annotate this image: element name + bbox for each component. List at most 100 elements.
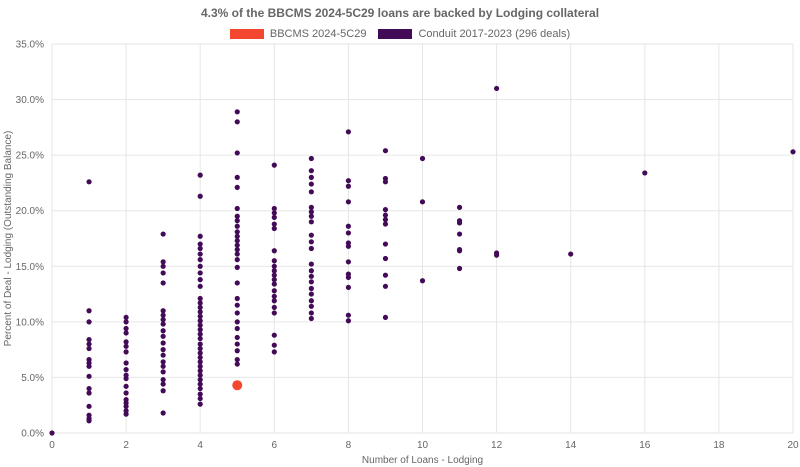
data-point-conduit[interactable]	[456, 220, 463, 226]
data-point-conduit[interactable]	[197, 391, 203, 397]
data-point-conduit[interactable]	[271, 349, 277, 355]
data-point-conduit[interactable]	[197, 300, 203, 306]
data-point-conduit[interactable]	[308, 310, 314, 316]
data-point-conduit[interactable]	[234, 334, 240, 341]
data-point-conduit[interactable]	[234, 174, 240, 180]
data-point-conduit[interactable]	[160, 263, 166, 269]
data-point-conduit[interactable]	[160, 340, 166, 346]
data-point-conduit[interactable]	[160, 259, 166, 265]
data-point-conduit[interactable]	[234, 119, 240, 125]
data-point-conduit[interactable]	[382, 283, 389, 289]
data-point-conduit[interactable]	[345, 312, 351, 318]
data-point-conduit[interactable]	[271, 268, 277, 274]
data-point-conduit[interactable]	[197, 327, 203, 333]
data-point-conduit[interactable]	[234, 184, 240, 190]
data-point-conduit[interactable]	[160, 280, 166, 286]
data-point-conduit[interactable]	[308, 232, 314, 238]
data-point-conduit[interactable]	[123, 314, 129, 321]
data-point-conduit[interactable]	[234, 361, 240, 367]
data-point-conduit[interactable]	[271, 214, 277, 220]
data-point-conduit[interactable]	[308, 181, 314, 187]
data-point-conduit[interactable]	[123, 390, 129, 396]
data-point-conduit[interactable]	[234, 295, 240, 302]
data-point-conduit[interactable]	[271, 304, 277, 311]
data-point-conduit[interactable]	[160, 312, 166, 318]
data-point-conduit[interactable]	[86, 385, 92, 392]
data-point-conduit[interactable]	[308, 189, 314, 195]
data-point-conduit[interactable]	[160, 388, 166, 394]
data-point-conduit[interactable]	[345, 230, 351, 236]
data-point-conduit[interactable]	[234, 109, 240, 115]
data-point-conduit[interactable]	[197, 385, 203, 392]
data-point-conduit[interactable]	[456, 265, 463, 272]
data-point-conduit[interactable]	[419, 199, 426, 205]
data-point-conduit[interactable]	[197, 354, 203, 361]
data-point-conduit[interactable]	[123, 411, 129, 417]
data-point-conduit[interactable]	[86, 337, 92, 343]
data-point-conduit[interactable]	[234, 319, 240, 325]
data-point-conduit[interactable]	[234, 242, 240, 248]
data-point-conduit[interactable]	[86, 363, 92, 369]
data-point-conduit[interactable]	[308, 168, 314, 174]
data-point-conduit[interactable]	[271, 277, 277, 283]
data-point-conduit[interactable]	[382, 241, 389, 247]
data-point-conduit[interactable]	[160, 308, 166, 314]
data-point-conduit[interactable]	[160, 328, 166, 334]
data-point-conduit[interactable]	[345, 274, 351, 280]
data-point-conduit[interactable]	[197, 341, 203, 347]
data-point-conduit[interactable]	[345, 183, 351, 189]
data-point-conduit[interactable]	[345, 259, 351, 265]
data-point-conduit[interactable]	[234, 218, 240, 224]
data-point-conduit[interactable]	[234, 264, 240, 270]
data-point-conduit[interactable]	[308, 273, 314, 279]
data-point-conduit[interactable]	[197, 283, 203, 289]
data-point-conduit[interactable]	[642, 170, 648, 176]
data-point-conduit[interactable]	[197, 368, 203, 374]
data-point-conduit[interactable]	[49, 430, 55, 436]
data-point-conduit[interactable]	[271, 332, 277, 338]
data-point-conduit[interactable]	[271, 248, 277, 254]
data-point-conduit[interactable]	[271, 288, 277, 294]
data-point-conduit[interactable]	[271, 205, 277, 212]
data-point-conduit[interactable]	[382, 212, 389, 218]
data-point-conduit[interactable]	[197, 381, 203, 387]
data-point-conduit[interactable]	[271, 298, 277, 304]
data-point-conduit[interactable]	[308, 285, 314, 292]
data-point-conduit[interactable]	[271, 225, 277, 232]
data-point-conduit[interactable]	[271, 162, 277, 168]
data-point-conduit[interactable]	[123, 403, 129, 409]
data-point-conduit[interactable]	[160, 317, 166, 323]
data-point-conduit[interactable]	[234, 233, 240, 239]
data-point-conduit[interactable]	[345, 223, 351, 229]
data-point-conduit[interactable]	[568, 251, 574, 257]
data-point-conduit[interactable]	[197, 318, 203, 324]
data-point-conduit[interactable]	[160, 410, 166, 416]
data-point-conduit[interactable]	[197, 172, 203, 178]
data-point-conduit[interactable]	[271, 210, 277, 216]
data-point-conduit[interactable]	[197, 363, 203, 369]
data-point-conduit[interactable]	[382, 272, 389, 278]
data-point-conduit[interactable]	[345, 178, 351, 184]
data-point-conduit[interactable]	[160, 270, 166, 276]
data-point-conduit[interactable]	[86, 390, 92, 396]
data-point-conduit[interactable]	[197, 313, 203, 319]
data-point-conduit[interactable]	[345, 284, 351, 291]
data-point-conduit[interactable]	[382, 314, 389, 321]
data-point-conduit[interactable]	[308, 279, 314, 285]
data-point-conduit[interactable]	[308, 268, 314, 274]
data-point-conduit[interactable]	[234, 325, 240, 332]
data-point-conduit[interactable]	[123, 325, 129, 332]
data-point-conduit[interactable]	[160, 377, 166, 383]
data-point-conduit[interactable]	[494, 252, 500, 258]
data-point-conduit[interactable]	[86, 179, 92, 185]
data-point-conduit[interactable]	[308, 219, 314, 225]
data-point-conduit[interactable]	[345, 129, 351, 135]
data-point-conduit[interactable]	[345, 243, 351, 249]
data-point-conduit[interactable]	[197, 331, 203, 337]
data-point-conduit[interactable]	[790, 149, 796, 155]
data-point-conduit[interactable]	[271, 263, 277, 269]
data-point-conduit[interactable]	[160, 369, 166, 375]
data-point-conduit[interactable]	[197, 377, 203, 383]
data-point-conduit[interactable]	[123, 343, 129, 349]
data-point-conduit[interactable]	[86, 319, 92, 325]
